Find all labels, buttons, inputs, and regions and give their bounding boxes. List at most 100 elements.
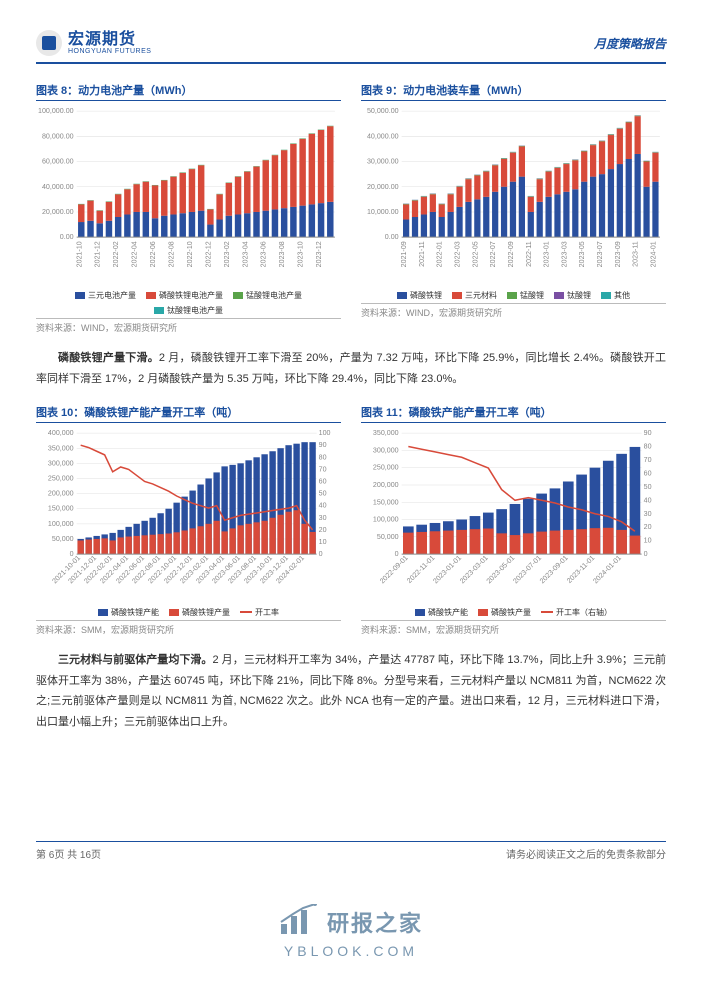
svg-text:2022-08: 2022-08 [168,241,176,267]
svg-text:10: 10 [644,536,652,544]
svg-text:150,000: 150,000 [48,505,74,513]
chart8-title-rule [36,100,341,101]
svg-text:50,000: 50,000 [377,533,399,541]
paragraph-2: 三元材料与前驱体产量均下滑。2 月，三元材料开工率为 34%，产量达 47787… [36,650,666,734]
svg-text:0: 0 [395,550,399,558]
logo-en: HONGYUAN FUTURES [68,48,151,55]
svg-text:2022-01: 2022-01 [436,241,444,267]
svg-text:200,000: 200,000 [373,481,399,489]
svg-text:20: 20 [319,526,327,534]
svg-text:200,000: 200,000 [48,489,74,497]
svg-text:300,000: 300,000 [373,446,399,454]
svg-text:350,000: 350,000 [373,429,399,437]
svg-text:2022-04: 2022-04 [131,241,139,267]
svg-text:50,000: 50,000 [52,535,74,543]
svg-text:20,000.00: 20,000.00 [42,208,74,216]
chart11-title: 图表 11：磷酸铁产能产量开工率（吨） [361,404,666,420]
svg-text:2022-02: 2022-02 [112,241,120,267]
chart8-src-rule [36,318,341,319]
svg-text:300,000: 300,000 [48,459,74,467]
svg-text:100: 100 [319,429,331,437]
chart8-title: 图表 8：动力电池产量（MWh） [36,82,341,98]
svg-text:10: 10 [319,538,327,546]
svg-text:40,000.00: 40,000.00 [367,132,399,140]
chart10-source: 资料来源：SMM，宏源期货研究所 [36,623,341,636]
chart11-title-rule [361,422,666,423]
chart10-src-rule [36,620,341,621]
svg-text:0.00: 0.00 [385,233,399,241]
svg-text:80: 80 [319,453,327,461]
logo-mark-icon [36,30,62,56]
svg-text:100,000: 100,000 [48,520,74,528]
disclaimer-note: 请务必阅读正文之后的免责条款部分 [506,846,666,861]
svg-text:2021-12: 2021-12 [94,241,102,267]
chart11-src-rule [361,620,666,621]
svg-text:2022-05: 2022-05 [471,241,479,267]
svg-text:0: 0 [644,550,648,558]
watermark-en: YBLOOK.COM [284,943,418,959]
svg-text:40: 40 [319,501,327,509]
svg-text:20,000.00: 20,000.00 [367,183,399,191]
logo: 宏源期货 HONGYUAN FUTURES [36,30,151,56]
header-rule [36,62,666,64]
svg-text:2022-03: 2022-03 [454,241,462,267]
svg-text:100,000.00: 100,000.00 [38,107,74,115]
chart8: 0.0020,000.0040,000.0060,000.0080,000.00… [36,105,341,288]
chart10-title-rule [36,422,341,423]
svg-text:2023-09: 2023-09 [614,241,622,267]
svg-text:2022-09-01: 2022-09-01 [378,554,409,585]
chart8-source: 资料来源：WIND，宏源期货研究所 [36,321,341,334]
svg-text:2022-07: 2022-07 [489,241,497,267]
svg-text:2022-11: 2022-11 [525,241,533,267]
page-number: 第 6页 共 16页 [36,846,101,861]
svg-text:70: 70 [644,456,652,464]
paragraph-1: 磷酸铁锂产量下滑。2 月，磷酸铁锂开工率下滑至 20%，产量为 7.32 万吨，… [36,348,666,390]
svg-text:30: 30 [319,514,327,522]
chart9-src-rule [361,303,666,304]
logo-cn: 宏源期货 [68,32,151,48]
svg-text:2023-06: 2023-06 [260,241,268,267]
svg-text:2022-06: 2022-06 [149,241,157,267]
svg-text:80,000.00: 80,000.00 [42,132,74,140]
svg-text:100,000: 100,000 [373,515,399,523]
svg-text:2024-01-01: 2024-01-01 [592,554,623,585]
svg-text:2021-10: 2021-10 [75,241,83,267]
svg-text:2023-04: 2023-04 [241,241,249,267]
svg-text:60: 60 [644,469,652,477]
svg-text:2023-09-01: 2023-09-01 [538,554,569,585]
svg-text:2023-05: 2023-05 [578,241,586,267]
chart10: 0 50,000 100,000 150,000 200,000 250,000 300,0… [36,427,341,605]
chart11-source: 资料来源：SMM，宏源期货研究所 [361,623,666,636]
watermark-cn: 研报之家 [327,906,423,938]
chart9-title: 图表 9：动力电池装车量（MWh） [361,82,666,98]
svg-text:2021-09: 2021-09 [400,241,408,267]
svg-text:40: 40 [644,496,652,504]
svg-text:2023-08: 2023-08 [278,241,286,267]
chart10-legend: 磷酸铁锂产能磷酸铁锂产量开工率 [36,607,341,618]
chart8-legend: 三元电池产量磷酸铁锂电池产量锰酸锂电池产量钛酸锂电池产量 [36,290,341,316]
chart10-title: 图表 10：磷酸铁锂产能产量开工率（吨） [36,404,341,420]
doc-type: 月度策略报告 [594,35,666,52]
chart9-legend: 磷酸铁锂三元材料锰酸锂钛酸锂其他 [361,290,666,301]
svg-text:30,000.00: 30,000.00 [367,158,399,166]
svg-text:90: 90 [644,429,652,437]
footer-rule [36,841,666,842]
svg-text:250,000: 250,000 [48,474,74,482]
svg-text:10,000.00: 10,000.00 [367,208,399,216]
svg-text:80: 80 [644,442,652,450]
svg-text:20: 20 [644,523,652,531]
svg-text:40,000.00: 40,000.00 [42,183,74,191]
svg-text:2024-01: 2024-01 [649,241,657,267]
svg-text:70: 70 [319,465,327,473]
svg-text:0: 0 [319,550,323,558]
svg-text:50,000.00: 50,000.00 [367,107,399,115]
svg-text:2023-01: 2023-01 [543,241,551,267]
svg-text:50: 50 [319,489,327,497]
svg-text:2023-03: 2023-03 [560,241,568,267]
svg-text:2021-11: 2021-11 [418,241,426,267]
chart11: 050,000100,000150,000200,000250,000300,0… [361,427,666,605]
chart9-title-rule [361,100,666,101]
svg-text:400,000: 400,000 [48,429,74,437]
watermark-bars-icon [279,904,319,941]
svg-text:2022-10: 2022-10 [186,241,194,267]
